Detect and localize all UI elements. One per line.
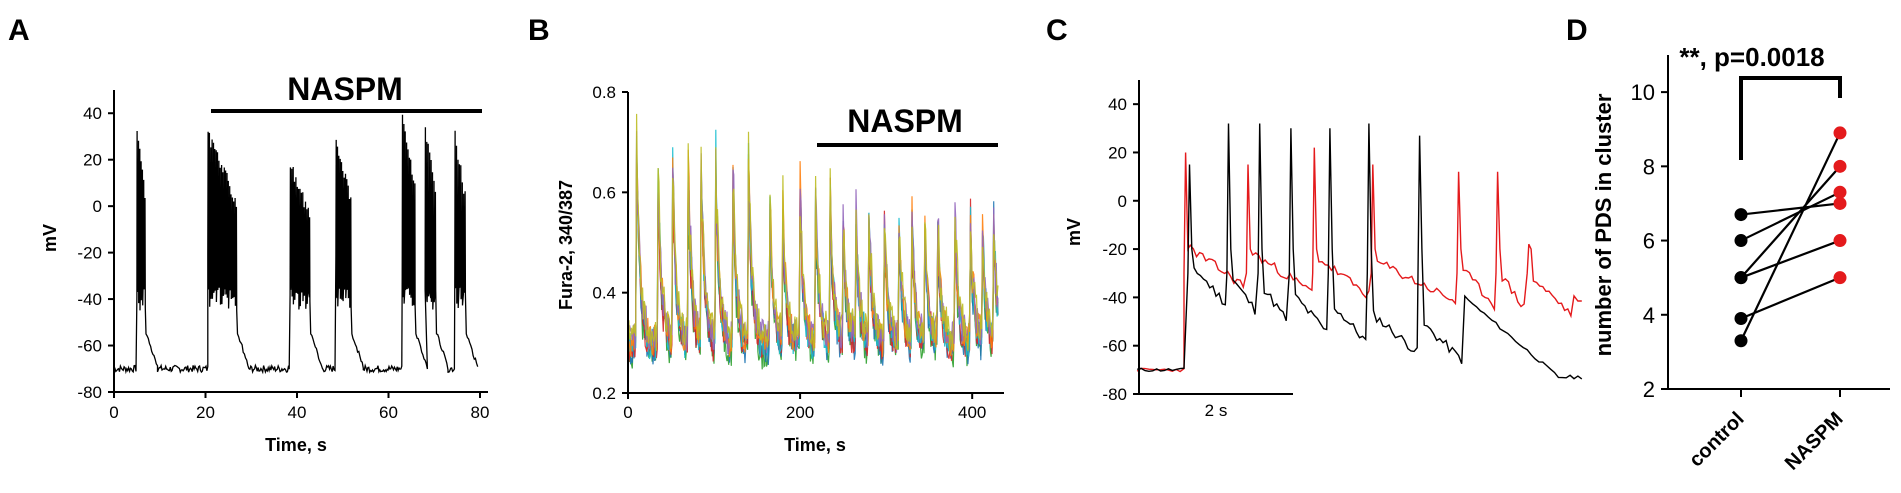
y-tick-label: 0 <box>1118 192 1127 211</box>
y-axis-label: mV <box>1064 218 1084 246</box>
paired-line <box>1740 202 1841 216</box>
naspm-bar-label: NASPM <box>287 71 403 107</box>
paired-line <box>1740 191 1841 242</box>
axes <box>1667 55 1890 390</box>
control-point <box>1734 271 1748 285</box>
panel-label-c: C <box>1046 14 1068 47</box>
x-tick-label: 60 <box>379 403 398 422</box>
x-tick-label: 400 <box>958 403 986 422</box>
significance-bracket <box>1739 76 1842 160</box>
naspm-point <box>1833 271 1847 285</box>
panel-b: B Fura-2, 340/387 Time, s NASPM 0.2 0.4 0.… <box>528 14 1004 455</box>
naspm-bar-label: NASPM <box>847 103 963 139</box>
panel-label-d: D <box>1566 14 1588 47</box>
y-axis-label: Fura-2, 340/387 <box>556 180 576 310</box>
panel-d: D number of PDS in cluster **, p=0.0018 … <box>1566 14 1890 475</box>
naspm-point <box>1833 234 1847 248</box>
y-tick-label: 0 <box>93 197 102 216</box>
time-scale-bar-label: 2 s <box>1205 401 1228 420</box>
y-tick-label: 8 <box>1643 154 1655 179</box>
x-category-naspm: NASPM <box>1781 408 1848 475</box>
y-tick-label: 40 <box>1108 95 1127 114</box>
x-category-control: control <box>1685 408 1748 471</box>
panel-label-b: B <box>528 14 550 47</box>
x-axis-label: Time, s <box>784 435 846 455</box>
y-tick-label: 20 <box>83 151 102 170</box>
paired-line <box>1740 165 1841 279</box>
x-tick-label: 200 <box>786 403 814 422</box>
control-point <box>1734 311 1748 325</box>
y-tick-label: -40 <box>1102 288 1127 307</box>
x-tick-label: 40 <box>288 403 307 422</box>
axes <box>1138 80 1293 395</box>
paired-line <box>1740 132 1841 342</box>
calcium-trace-cell-7 <box>627 113 999 351</box>
panel-label-a: A <box>8 14 30 47</box>
y-tick-label: 20 <box>1108 143 1127 162</box>
y-tick-label: -80 <box>77 383 102 402</box>
control-trace <box>1137 123 1583 380</box>
paired-line <box>1740 276 1841 320</box>
naspm-trace <box>1136 147 1582 373</box>
control-point <box>1734 234 1748 248</box>
y-tick-label: -20 <box>77 244 102 263</box>
naspm-point <box>1833 159 1847 173</box>
y-tick-label: -60 <box>1102 337 1127 356</box>
panel-a: A mV Time, s NASPM -80 -60 -40 -20 0 20 40 0 20 4… <box>8 14 489 455</box>
y-axis-label: number of PDS in cluster <box>1591 93 1616 356</box>
y-tick-label: 0.2 <box>592 384 616 403</box>
control-point <box>1734 208 1748 222</box>
axes <box>627 92 1004 394</box>
axes <box>113 90 488 393</box>
y-tick-label: 2 <box>1643 377 1655 402</box>
x-tick-label: 0 <box>109 403 118 422</box>
y-tick-label: 40 <box>83 104 102 123</box>
y-tick-label: -60 <box>77 337 102 356</box>
significance-annotation: **, p=0.0018 <box>1679 42 1824 72</box>
control-point <box>1734 334 1748 348</box>
naspm-point <box>1833 196 1847 210</box>
y-tick-label: 10 <box>1631 80 1655 105</box>
panel-c: C mV -80 -60 -40 -20 0 20 40 2 s <box>1046 14 1583 420</box>
naspm-point <box>1833 126 1847 140</box>
y-tick-label: -80 <box>1102 385 1127 404</box>
x-tick-label: 20 <box>196 403 215 422</box>
y-tick-label: 0.6 <box>592 183 616 202</box>
x-tick-label: 80 <box>471 403 490 422</box>
y-tick-label: 4 <box>1643 303 1655 328</box>
y-tick-label: 0.4 <box>592 284 616 303</box>
paired-line <box>1740 239 1841 279</box>
x-tick-label: 0 <box>623 403 632 422</box>
y-tick-label: 6 <box>1643 229 1655 254</box>
y-tick-label: 0.8 <box>592 83 616 102</box>
y-tick-label: -20 <box>1102 240 1127 259</box>
x-axis-label: Time, s <box>265 435 327 455</box>
naspm-point <box>1833 185 1847 199</box>
y-axis-label: mV <box>40 224 60 252</box>
y-tick-label: -40 <box>77 290 102 309</box>
membrane-potential-trace <box>113 114 479 375</box>
